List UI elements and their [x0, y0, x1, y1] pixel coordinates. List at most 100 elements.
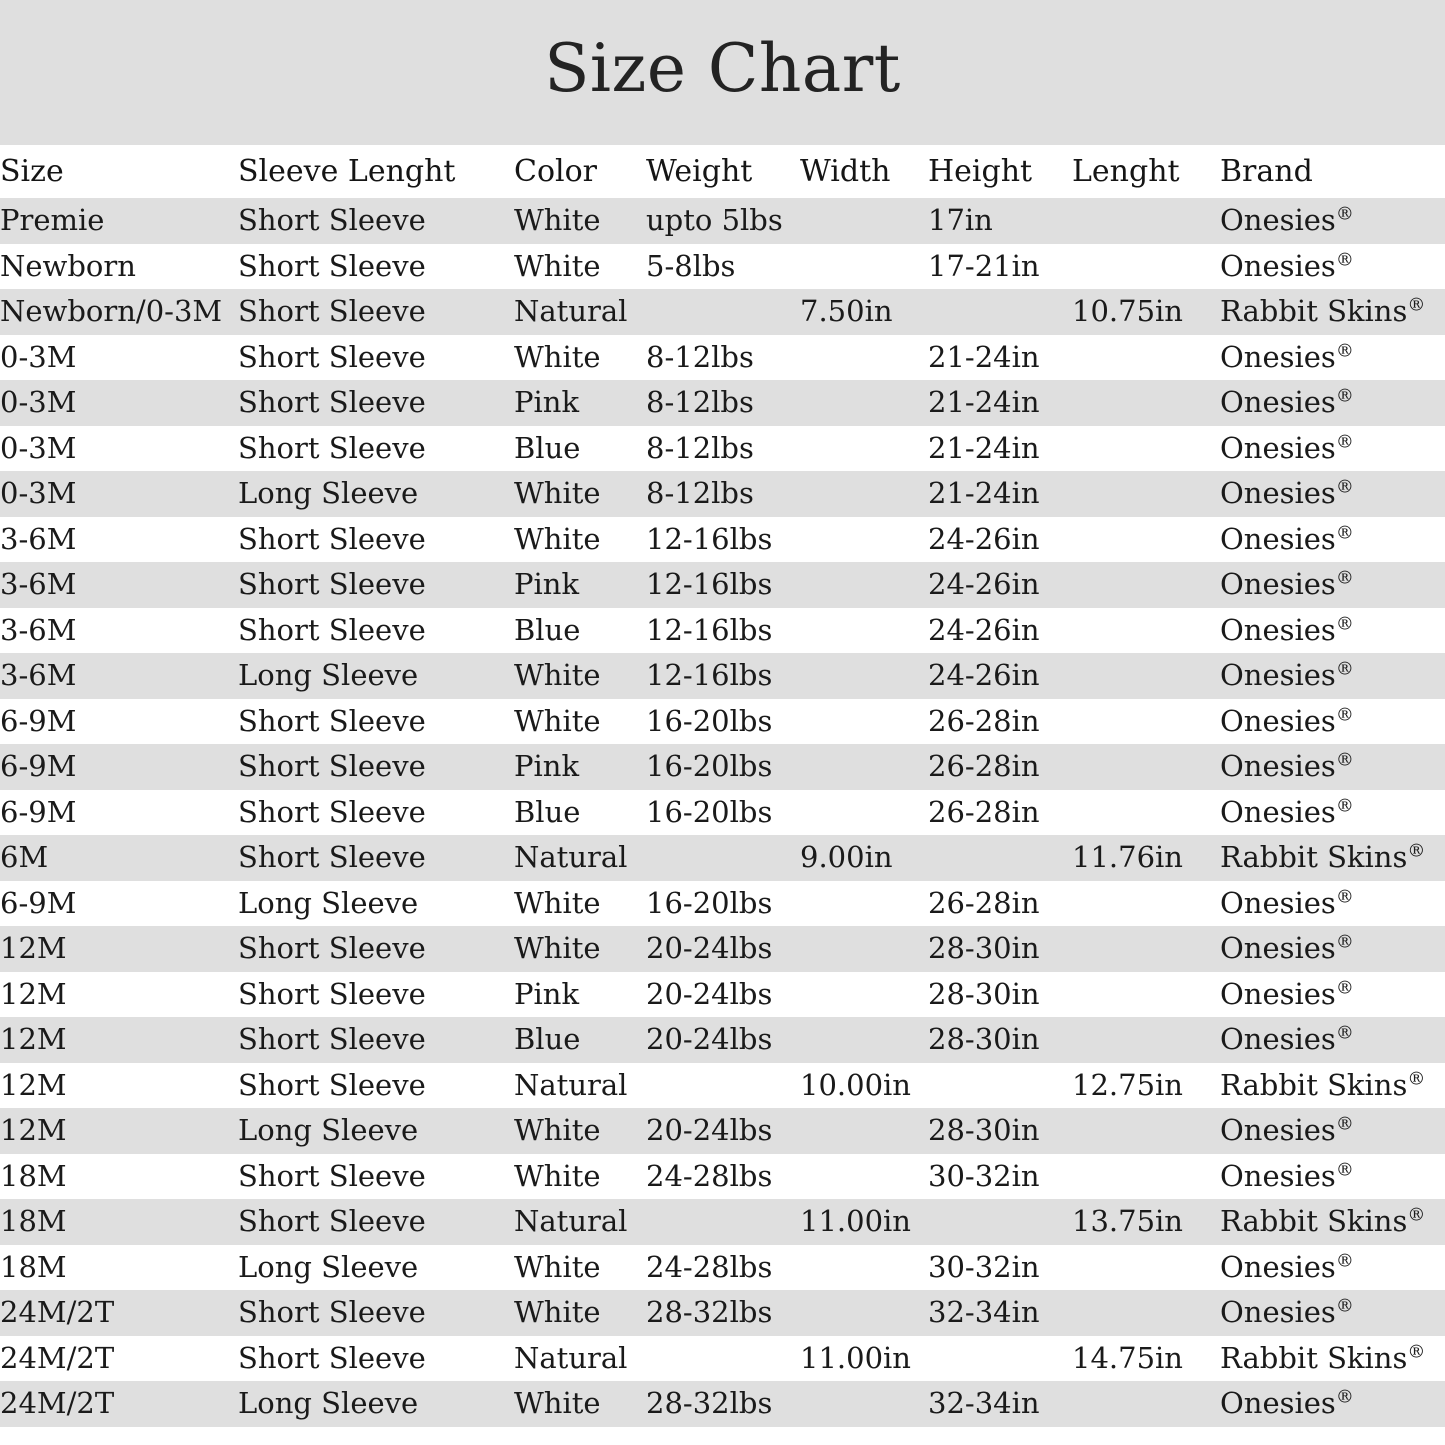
table-header-row: Size Sleeve Lenght Color Weight Width He… — [0, 145, 1445, 198]
cell-width — [800, 471, 928, 517]
cell-sleeve-lenght: Long Sleeve — [238, 476, 419, 511]
cell-width — [800, 426, 928, 472]
cell-lenght — [1072, 471, 1220, 517]
cell-size: 24M/2T — [0, 1340, 115, 1375]
cell-width — [800, 881, 928, 927]
cell-sleeve-lenght: Short Sleeve — [238, 703, 426, 738]
cell-weight: 16-20lbs — [646, 703, 773, 738]
cell-brand: Onesies® — [1220, 790, 1445, 836]
cell-brand: Onesies® — [1220, 1154, 1445, 1200]
cell-sleeve-lenght: Short Sleeve — [238, 294, 426, 329]
cell-weight: 28-32lbs — [646, 1295, 773, 1330]
brand-name: Onesies — [1220, 931, 1336, 966]
cell-weight: 12-16lbs — [646, 521, 773, 556]
registered-trademark-icon: ® — [1335, 931, 1354, 953]
table-body: Premie Short Sleeve White upto 5lbs 17in Ones… — [0, 198, 1445, 1427]
brand-name: Onesies — [1220, 1295, 1336, 1330]
brand-name: Onesies — [1220, 976, 1336, 1011]
cell-brand: Onesies® — [1220, 972, 1445, 1018]
registered-trademark-icon: ® — [1335, 476, 1354, 498]
cell-height: 24-26in — [928, 567, 1040, 602]
cell-lenght — [1072, 335, 1220, 381]
registered-trademark-icon: ® — [1335, 886, 1354, 908]
cell-sleeve-lenght: Short Sleeve — [238, 430, 426, 465]
brand-name: Onesies — [1220, 476, 1336, 511]
registered-trademark-icon: ® — [1335, 1386, 1354, 1408]
cell-brand: Onesies® — [1220, 1108, 1445, 1154]
cell-sleeve-lenght: Short Sleeve — [238, 1067, 426, 1102]
brand-name: Onesies — [1220, 794, 1336, 829]
registered-trademark-icon: ® — [1335, 613, 1354, 635]
cell-width — [800, 517, 928, 563]
cell-height: 21-24in — [928, 385, 1040, 420]
cell-brand: Onesies® — [1220, 335, 1445, 381]
cell-height: 28-30in — [928, 1022, 1040, 1057]
cell-weight: 24-28lbs — [646, 1249, 773, 1284]
cell-weight: 20-24lbs — [646, 1113, 773, 1148]
brand-name: Onesies — [1220, 339, 1336, 374]
cell-weight — [646, 1199, 800, 1245]
title-band: Size Chart — [0, 0, 1445, 145]
cell-brand: Onesies® — [1220, 1290, 1445, 1336]
cell-width — [800, 1017, 928, 1063]
cell-size: Premie — [0, 203, 105, 238]
registered-trademark-icon: ® — [1407, 294, 1426, 316]
cell-brand: Onesies® — [1220, 244, 1445, 290]
page-title: Size Chart — [544, 29, 901, 107]
cell-color: White — [514, 1249, 601, 1284]
cell-brand: Onesies® — [1220, 1245, 1445, 1291]
cell-height — [928, 1336, 1072, 1382]
registered-trademark-icon: ® — [1335, 567, 1354, 589]
cell-lenght: 14.75in — [1072, 1340, 1183, 1375]
cell-color: White — [514, 476, 601, 511]
cell-size: 12M — [0, 1022, 67, 1057]
cell-brand: Onesies® — [1220, 1017, 1445, 1063]
cell-width: 10.00in — [800, 1067, 911, 1102]
cell-brand: Rabbit Skins® — [1220, 1063, 1445, 1109]
cell-color: White — [514, 703, 601, 738]
cell-lenght — [1072, 1154, 1220, 1200]
cell-height: 26-28in — [928, 703, 1040, 738]
cell-weight — [646, 1336, 800, 1382]
cell-color: Pink — [514, 976, 580, 1011]
cell-height: 26-28in — [928, 885, 1040, 920]
cell-height: 24-26in — [928, 521, 1040, 556]
cell-width — [800, 744, 928, 790]
table-row: 3-6M Short Sleeve Pink 12-16lbs 24-26in Onesi… — [0, 562, 1445, 608]
cell-size: 3-6M — [0, 567, 77, 602]
table-row: 6M Short Sleeve Natural 9.00in 11.76in Rabbit… — [0, 835, 1445, 881]
registered-trademark-icon: ® — [1335, 249, 1354, 271]
cell-width — [800, 1245, 928, 1291]
cell-width — [800, 653, 928, 699]
brand-name: Onesies — [1220, 749, 1336, 784]
cell-height — [928, 289, 1072, 335]
cell-lenght — [1072, 517, 1220, 563]
cell-brand: Rabbit Skins® — [1220, 1336, 1445, 1382]
cell-size: 24M/2T — [0, 1295, 115, 1330]
cell-height: 26-28in — [928, 794, 1040, 829]
table-row: 18M Long Sleeve White 24-28lbs 30-32in Onesie… — [0, 1244, 1445, 1291]
table-row: 0-3M Short Sleeve White 8-12lbs 21-24in Onesi… — [0, 334, 1445, 381]
cell-lenght — [1072, 608, 1220, 654]
registered-trademark-icon: ® — [1335, 658, 1354, 680]
cell-lenght — [1072, 562, 1220, 608]
cell-lenght — [1072, 1108, 1220, 1154]
table-row: 24M/2T Long Sleeve White 28-32lbs 32-34in One… — [0, 1381, 1445, 1427]
cell-weight: 16-20lbs — [646, 794, 773, 829]
cell-height — [928, 1063, 1072, 1109]
cell-sleeve-lenght: Short Sleeve — [238, 567, 426, 602]
registered-trademark-icon: ® — [1335, 1113, 1354, 1135]
brand-name: Onesies — [1220, 1386, 1336, 1421]
cell-height: 21-24in — [928, 430, 1040, 465]
cell-color: White — [514, 658, 601, 693]
cell-color: White — [514, 339, 601, 374]
cell-size: 3-6M — [0, 658, 77, 693]
cell-weight — [646, 289, 800, 335]
cell-sleeve-lenght: Short Sleeve — [238, 1158, 426, 1193]
cell-size: 0-3M — [0, 476, 77, 511]
registered-trademark-icon: ® — [1335, 203, 1354, 225]
cell-height: 28-30in — [928, 931, 1040, 966]
cell-width — [800, 380, 928, 426]
brand-name: Onesies — [1220, 567, 1336, 602]
cell-width: 9.00in — [800, 840, 893, 875]
